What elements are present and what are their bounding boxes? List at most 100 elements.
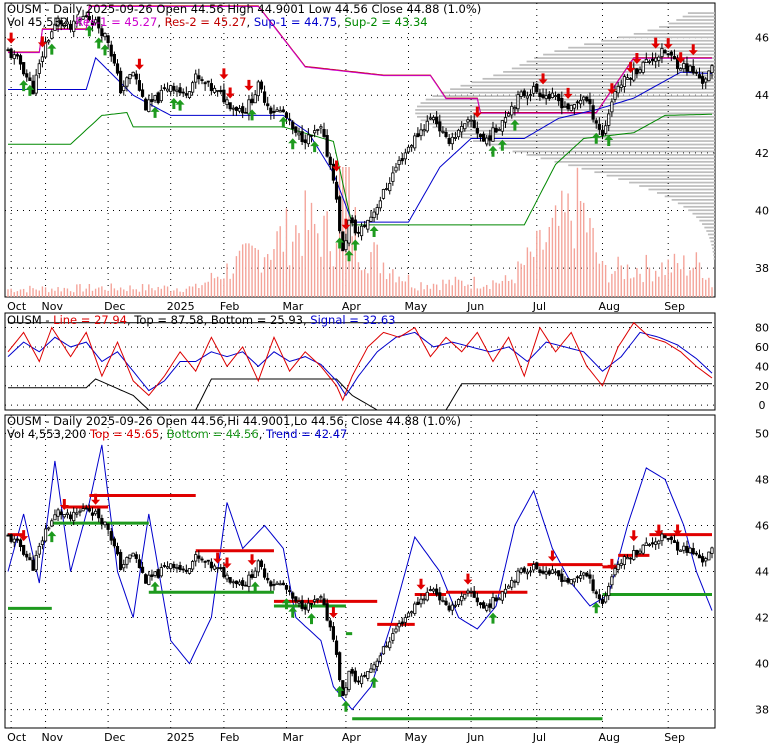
price-volume-profile-bar <box>526 60 715 63</box>
trend-candle-body <box>397 623 401 628</box>
price-candle-body <box>528 94 533 96</box>
trend-sell-arrow <box>673 524 683 536</box>
price-volume-profile-bar <box>618 36 715 39</box>
trend-candle-body <box>447 605 451 611</box>
trend-candle-body <box>338 652 342 681</box>
price-candle-body <box>253 94 257 104</box>
price-candle-body <box>313 130 317 134</box>
price-candle-body <box>575 101 580 104</box>
price-volume-profile-bar <box>664 195 715 198</box>
price-candle-body <box>112 54 116 64</box>
trend-candle-body <box>544 571 548 575</box>
price-candle-body <box>591 105 595 120</box>
price-candle-body <box>181 91 185 94</box>
trend-candle-body <box>187 568 192 574</box>
trend-panel: 38 40 42 44 46 48 50 Oct Nov Dec 2025 Feb Mar Apr May J… <box>4 414 769 744</box>
trend-candle-body <box>22 544 26 555</box>
price-candle-body <box>153 95 157 101</box>
price-volume-profile-bar <box>543 53 715 56</box>
trend-candle-body <box>494 597 498 602</box>
price-candle-body <box>413 135 417 149</box>
price-candle-body <box>316 129 320 131</box>
trend-candle-body <box>297 601 301 604</box>
trend-candle-body <box>53 514 57 521</box>
price-candle-body <box>309 134 314 137</box>
trend-header: OUSM - Daily 2025-09-26 Open 44.56,Hi 44… <box>7 414 461 428</box>
price-candle-body <box>247 99 251 115</box>
price-volume-profile-bar <box>606 174 715 177</box>
trend-candle-body <box>691 548 695 555</box>
price-header-sup2: Sup-2 = 43.34 <box>344 15 427 29</box>
price-candle-body <box>125 77 129 87</box>
trend-sell-arrow <box>247 554 257 566</box>
price-buy-arrow <box>47 43 57 55</box>
trend-candle-body <box>344 687 348 696</box>
price-sell-arrow <box>607 83 617 95</box>
price-candle-body <box>278 110 282 113</box>
price-sell-arrow <box>632 53 642 65</box>
price-buy-arrow <box>278 116 288 128</box>
price-x-tick-label: Nov <box>42 300 64 313</box>
trend-header-sep: , <box>159 427 166 441</box>
trend-candle-body <box>194 554 198 562</box>
price-candle-body <box>688 65 692 72</box>
trend-candle-body <box>84 507 88 510</box>
price-volume-profile-bar <box>493 74 715 77</box>
trend-candle-body <box>191 561 195 570</box>
price-candle-body <box>191 82 195 93</box>
trend-x-tick-label: 2025 <box>167 731 195 744</box>
trend-candle-body <box>300 600 304 609</box>
trend-candle-body <box>388 641 392 649</box>
trend-y-tick-label: 42 <box>755 612 769 625</box>
osc-header-signal: Signal = 32.63 <box>310 313 395 327</box>
trend-candle-body <box>175 567 179 569</box>
trend-candle-body <box>206 559 210 562</box>
price-candle-body <box>18 55 23 65</box>
trend-candle-body <box>650 542 655 545</box>
price-buy-arrow <box>369 226 379 238</box>
price-buy-arrow <box>150 106 160 118</box>
trend-candle-body <box>413 603 417 614</box>
price-candle-body <box>657 56 661 61</box>
trend-candle-body <box>247 574 251 587</box>
price-volume-profile-bar <box>460 84 715 87</box>
price-candle-body <box>435 116 439 125</box>
price-candle-body <box>394 166 398 172</box>
trend-candle-body <box>685 545 689 553</box>
trend-candle-body <box>131 552 135 557</box>
trend-candle-body <box>144 574 148 584</box>
trend-candle-body <box>629 557 633 560</box>
price-candle-body <box>62 23 66 28</box>
price-candle-body <box>338 196 342 232</box>
price-candle-body <box>704 78 708 83</box>
trend-candle-body <box>566 578 570 583</box>
price-volume-profile-bar <box>554 160 715 163</box>
price-candle-body <box>115 63 120 74</box>
trend-candle-body <box>122 564 126 569</box>
price-candle-body <box>178 87 182 94</box>
price-volume-profile-bar <box>713 254 715 257</box>
price-candle-body <box>237 108 242 112</box>
trend-candle-body <box>416 601 420 606</box>
price-candle-body <box>654 57 658 62</box>
trend-candle-body <box>115 546 120 555</box>
trend-candle-body <box>62 514 66 518</box>
price-buy-arrow <box>335 237 345 249</box>
price-candle-body <box>456 129 461 138</box>
price-candle-body <box>22 62 26 75</box>
trend-candle-body <box>259 560 264 567</box>
price-x-tick-label: Feb <box>220 300 239 313</box>
trend-candle-body <box>241 580 245 586</box>
trend-candle-body <box>488 603 492 608</box>
trend-candle-body <box>137 559 142 569</box>
trend-buy-arrow <box>47 531 57 543</box>
trend-candle-body <box>172 564 176 569</box>
trend-candle-body <box>303 606 307 610</box>
trend-candle-body <box>353 670 357 682</box>
trend-candle-body <box>538 569 542 573</box>
trend-candle-body <box>294 596 298 602</box>
price-candle-body <box>566 103 570 110</box>
trend-candle-body <box>428 589 433 591</box>
trend-candle-body <box>56 509 60 517</box>
trend-candle-body <box>532 564 536 571</box>
